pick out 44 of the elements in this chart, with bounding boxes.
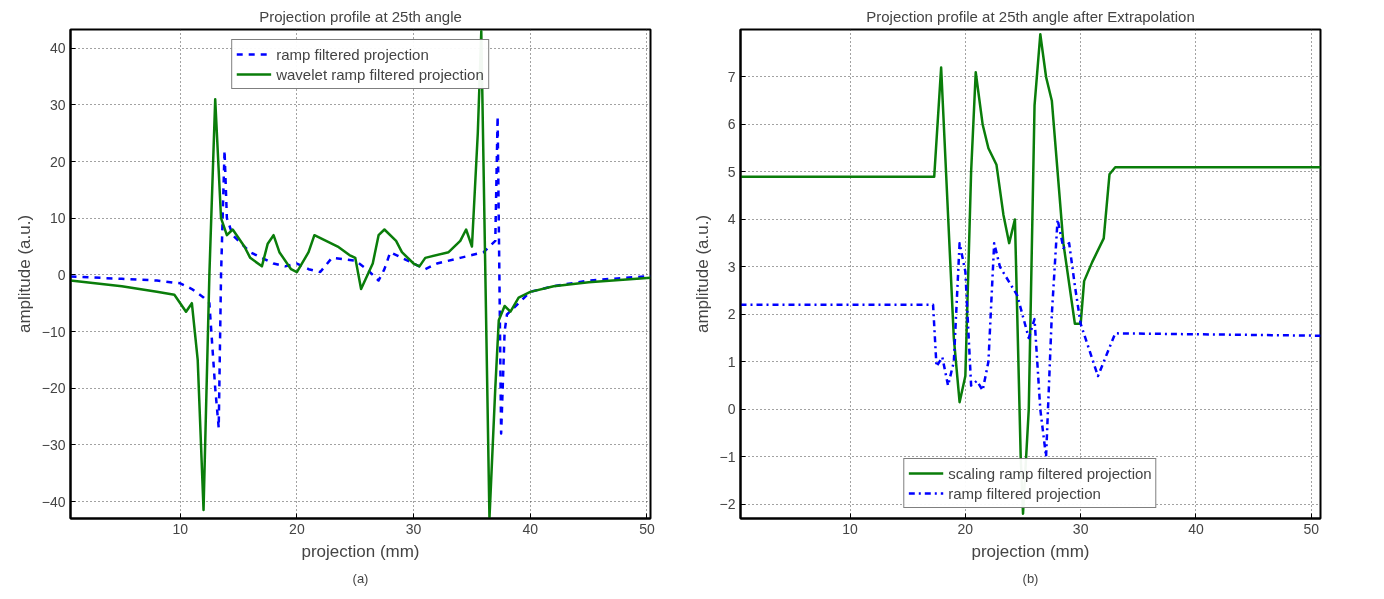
x-tick-label: 30 [405, 520, 422, 537]
y-tick-label: −20 [41, 380, 66, 397]
text: (b) [1022, 570, 1039, 586]
x-tick-label: 50 [1303, 520, 1320, 537]
y-axis-title: amplitude (a.u.) [692, 214, 712, 334]
x-tick-label: 40 [1188, 520, 1204, 537]
y-tick-label: 1 [727, 353, 736, 370]
legend-label: wavelet ramp filtered projection [276, 65, 484, 83]
y-tick-label: 0 [727, 401, 736, 418]
x-tick-label: 20 [957, 520, 974, 537]
x-tick-label: 50 [639, 520, 655, 537]
y-tick-label: 4 [727, 211, 736, 228]
line-series [70, 29, 651, 519]
x-tick-label: 30 [1072, 520, 1089, 537]
x-axis-title: projection (mm) [971, 541, 1090, 561]
y-tick-label: 30 [49, 96, 66, 113]
y-tick-label: 0 [57, 266, 66, 283]
y-tick-label: 3 [727, 258, 736, 275]
y-tick-label: −40 [41, 493, 66, 510]
y-tick-label: 7 [727, 68, 736, 85]
legend-label: ramp filtered projection [276, 45, 429, 63]
y-tick-label: −1 [719, 448, 736, 465]
y-tick-label: 6 [727, 116, 736, 133]
y-tick-label: 10 [49, 210, 66, 227]
y-tick-label: 20 [49, 153, 66, 170]
x-axis-title: projection (mm) [301, 541, 420, 561]
y-tick-label: −2 [719, 496, 736, 513]
legend-label: ramp filtered projection [948, 484, 1101, 502]
legend-label: scaling ramp filtered projection [948, 464, 1152, 482]
chart-title: Projection profile at 25th angle [259, 7, 462, 25]
line-series [740, 33, 1321, 515]
y-axis-title: amplitude (a.u.) [14, 214, 34, 334]
y-tick-label: −30 [41, 436, 66, 453]
y-tick-label: 40 [49, 40, 66, 57]
x-tick-label: 40 [522, 520, 539, 537]
x-tick-label: 20 [289, 520, 305, 537]
y-tick-label: 5 [727, 163, 736, 180]
line-series [740, 218, 1321, 459]
x-tick-label: 10 [172, 520, 189, 537]
x-tick-label: 10 [842, 520, 859, 537]
y-tick-label: 2 [727, 306, 736, 323]
chart-title: Projection profile at 25th angle after Extrapolation [866, 7, 1195, 25]
text: (a) [352, 570, 369, 586]
y-tick-label: −10 [41, 323, 66, 340]
